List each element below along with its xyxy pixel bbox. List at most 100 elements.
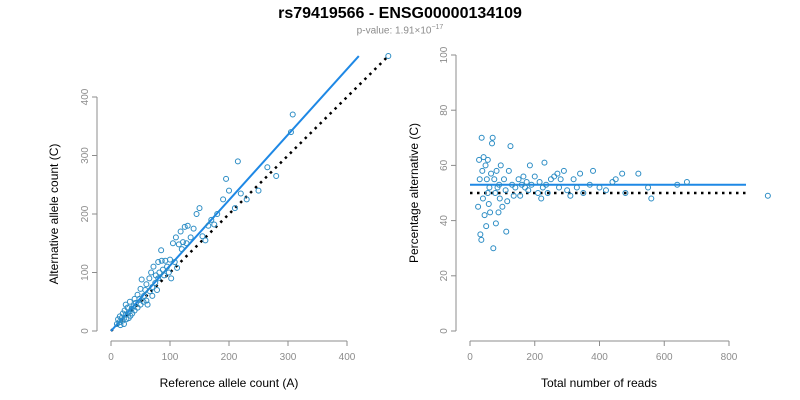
right-data-point xyxy=(485,201,492,208)
right-data-point xyxy=(488,170,495,177)
left-data-point xyxy=(149,284,156,291)
right-data-point xyxy=(554,170,561,177)
right-data-point xyxy=(512,184,519,191)
right-data-point xyxy=(478,134,485,141)
left-x-tick-label: 100 xyxy=(162,352,179,363)
right-x-tick-label: 800 xyxy=(721,352,738,363)
right-data-point xyxy=(497,162,504,169)
right-data-point xyxy=(490,245,497,252)
left-data-point xyxy=(193,211,200,217)
right-data-point xyxy=(495,209,502,216)
left-data-point xyxy=(273,172,280,179)
right-data-point xyxy=(484,156,491,163)
right-data-point xyxy=(479,167,486,174)
left-data-point xyxy=(231,205,238,212)
left-y-tick-label: 400 xyxy=(80,88,91,105)
right-data-point xyxy=(590,167,597,174)
right-x-tick-label: 600 xyxy=(656,352,673,363)
right-data-point xyxy=(635,170,642,177)
left-data-point xyxy=(184,222,191,229)
right-data-point xyxy=(602,187,609,194)
right-data-point xyxy=(520,173,527,180)
left-data-point xyxy=(158,257,165,264)
left-data-point xyxy=(150,263,157,270)
left-data-point xyxy=(199,233,206,240)
right-data-point xyxy=(475,203,482,210)
left-data-point xyxy=(208,216,215,223)
right-data-point xyxy=(483,223,490,230)
right-data-point xyxy=(573,184,580,191)
right-data-point xyxy=(622,190,629,196)
right-data-point xyxy=(556,184,563,191)
left-data-point xyxy=(122,301,129,308)
right-data-point xyxy=(534,190,541,196)
left-data-point xyxy=(223,175,230,182)
left-x-tick-label: 200 xyxy=(221,352,238,363)
left-data-point xyxy=(117,322,124,329)
left-data-point xyxy=(177,228,184,235)
right-data-point xyxy=(539,184,546,191)
left-data-point xyxy=(190,225,197,232)
left-data-point xyxy=(181,223,188,230)
right-data-point xyxy=(476,156,483,163)
chart-title: rs79419566 - ENSG00000134109 xyxy=(278,5,522,22)
left-data-point xyxy=(144,301,151,308)
left-data-point xyxy=(158,247,165,254)
left-data-point xyxy=(164,263,171,270)
right-y-tick-label: 100 xyxy=(439,46,450,63)
left-data-point xyxy=(237,190,244,197)
left-data-point xyxy=(140,298,147,305)
left-data-point xyxy=(178,246,185,253)
left-data-point xyxy=(156,269,163,276)
left-data-point xyxy=(187,234,194,241)
right-data-point xyxy=(522,184,529,191)
right-data-point xyxy=(484,190,491,196)
left-y-axis-title: Alternative allele count (C) xyxy=(47,144,61,285)
right-data-point xyxy=(496,195,503,202)
left-fit-line xyxy=(110,55,360,332)
left-data-point xyxy=(148,269,155,276)
right-data-point xyxy=(551,173,558,180)
left-data-point xyxy=(119,310,126,317)
right-x-tick-label: 400 xyxy=(591,352,608,363)
right-data-point xyxy=(648,195,655,202)
right-data-point xyxy=(528,181,535,188)
right-y-axis-title: Percentage alternative (C) xyxy=(407,123,421,263)
right-data-point xyxy=(500,176,507,183)
right-data-point xyxy=(486,184,493,191)
left-y-tick-label: 100 xyxy=(80,264,91,281)
left-data-point xyxy=(255,187,262,194)
left-data-point xyxy=(220,196,227,203)
left-data-point xyxy=(211,221,218,228)
left-data-point xyxy=(120,320,127,327)
left-data-point xyxy=(154,287,161,294)
left-data-point xyxy=(169,240,176,247)
left-x-tick-label: 0 xyxy=(108,352,114,363)
left-data-point xyxy=(202,237,209,244)
right-data-point xyxy=(487,209,494,216)
p-value-exponent: −17 xyxy=(431,24,444,31)
right-data-point xyxy=(499,203,506,210)
left-data-point xyxy=(146,275,153,282)
right-data-point xyxy=(515,176,522,183)
right-data-point xyxy=(538,195,545,202)
right-data-point xyxy=(504,198,511,205)
right-data-point xyxy=(674,181,681,188)
right-data-point xyxy=(478,236,485,243)
right-data-point xyxy=(507,143,514,150)
right-data-point xyxy=(567,192,574,199)
right-data-point xyxy=(496,181,503,188)
left-data-point xyxy=(167,256,173,263)
right-data-point xyxy=(493,167,500,174)
left-data-point xyxy=(226,187,232,194)
left-data-point xyxy=(143,297,150,304)
left-data-point xyxy=(179,239,186,246)
right-data-point xyxy=(536,178,543,185)
right-data-point xyxy=(544,190,551,196)
right-data-point xyxy=(609,178,616,185)
left-data-point xyxy=(234,158,241,165)
right-y-tick-label: 60 xyxy=(439,159,450,171)
chart-subtitle: p-value: 1.91×10−17 xyxy=(0,24,800,36)
right-data-point xyxy=(531,173,538,180)
left-data-point xyxy=(385,53,392,60)
